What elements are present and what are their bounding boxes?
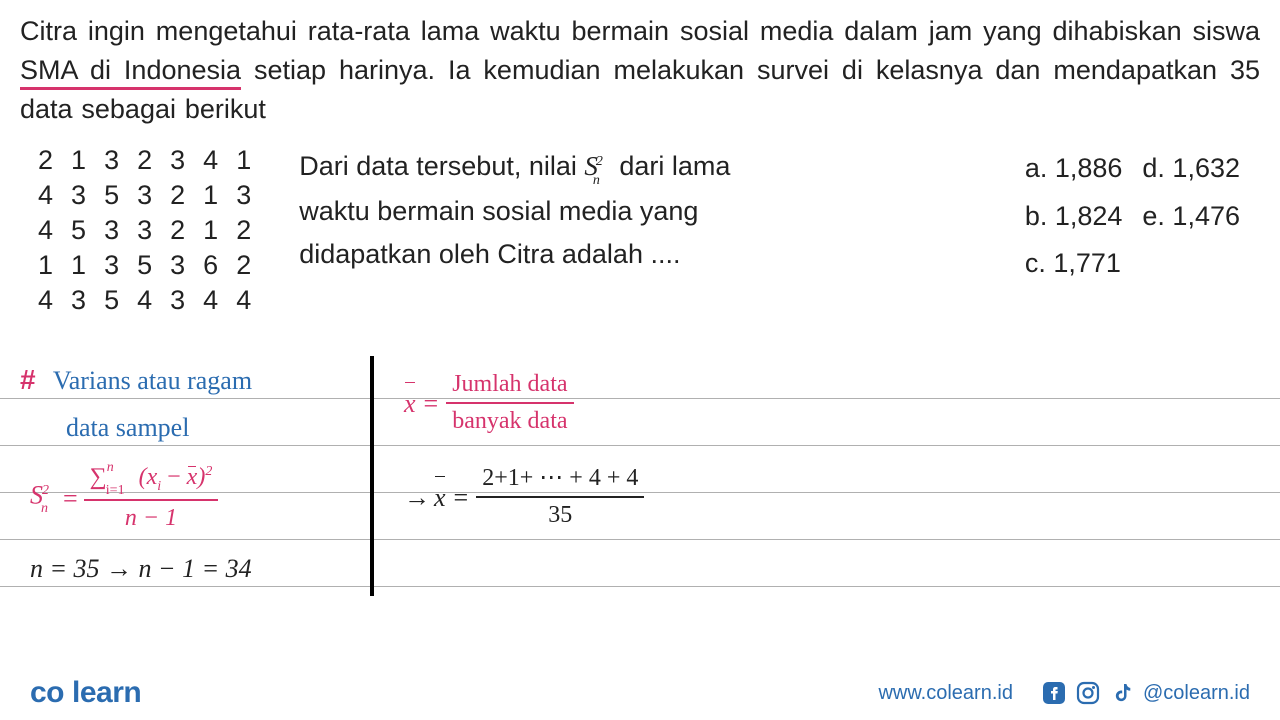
data-cell: 5 (71, 215, 86, 246)
mean-formula: x = Jumlah data banyak data (394, 356, 1260, 450)
data-cell: 6 (203, 250, 218, 281)
data-cell: 3 (71, 180, 86, 211)
data-cell: 4 (38, 180, 53, 211)
data-cell: 4 (137, 285, 152, 316)
data-cell: 1 (71, 250, 86, 281)
data-cell: 3 (170, 250, 185, 281)
answer-item: c. 1,771 (1025, 240, 1123, 287)
data-cell: 1 (203, 215, 218, 246)
data-cell: 4 (203, 145, 218, 176)
data-cell: 5 (104, 285, 119, 316)
data-cell: 4 (203, 285, 218, 316)
data-cell: 3 (71, 285, 86, 316)
instagram-icon (1075, 680, 1101, 706)
data-cell: 4 (38, 215, 53, 246)
data-cell: 3 (137, 180, 152, 211)
hash-icon: # (20, 364, 36, 395)
data-table: 21323414353213453321211353624354344 (20, 141, 269, 320)
answer-item: a. 1,886 (1025, 145, 1123, 192)
data-cell: 3 (104, 250, 119, 281)
tiktok-icon (1109, 680, 1135, 706)
data-cell: 3 (236, 180, 251, 211)
data-cell: 3 (137, 215, 152, 246)
data-cell: 2 (137, 145, 152, 176)
data-cell: 5 (104, 180, 119, 211)
answer-item: e. 1,476 (1142, 193, 1240, 240)
data-cell: 2 (38, 145, 53, 176)
data-cell: 3 (170, 145, 185, 176)
colearn-logo: colearn (30, 676, 141, 710)
answer-item: d. 1,632 (1142, 145, 1240, 192)
data-cell: 2 (170, 180, 185, 211)
notebook-area: # Varians atau ragam data sampel S2n = ∑… (0, 352, 1280, 622)
variance-formula: S2n = ∑ni=1 (xi − x)2 n − 1 (20, 451, 350, 545)
question-body: Dari data tersebut, nilai S2n dari lama … (299, 141, 1005, 276)
vertical-divider (370, 356, 374, 596)
data-cell: 3 (170, 285, 185, 316)
n-value-line: n = 35 → n − 1 = 34 (20, 545, 350, 592)
underlined-text: SMA di Indonesia (20, 55, 241, 90)
data-cell: 3 (104, 145, 119, 176)
data-cell: 1 (203, 180, 218, 211)
answer-choices: a. 1,886b. 1,824c. 1,771 d. 1,632e. 1,47… (1005, 141, 1260, 287)
data-cell: 2 (170, 215, 185, 246)
data-cell: 1 (71, 145, 86, 176)
data-cell: 3 (104, 215, 119, 246)
data-cell: 1 (38, 250, 53, 281)
question-text: Citra ingin mengetahui rata-rata lama wa… (20, 12, 1260, 129)
variance-title-2: data sampel (66, 413, 189, 442)
footer-website: www.colearn.id (878, 682, 1013, 705)
answer-item: b. 1,824 (1025, 193, 1123, 240)
mean-calculation: → x = 2+1+ ⋯ + 4 + 4 35 (394, 450, 1260, 544)
data-cell: 5 (137, 250, 152, 281)
variance-title-1: Varians atau ragam (53, 366, 252, 395)
data-cell: 4 (38, 285, 53, 316)
data-cell: 2 (236, 215, 251, 246)
data-cell: 4 (236, 285, 251, 316)
data-cell: 2 (236, 250, 251, 281)
data-cell: 1 (236, 145, 251, 176)
footer-handle: @colearn.id (1143, 682, 1250, 705)
facebook-icon (1041, 680, 1067, 706)
